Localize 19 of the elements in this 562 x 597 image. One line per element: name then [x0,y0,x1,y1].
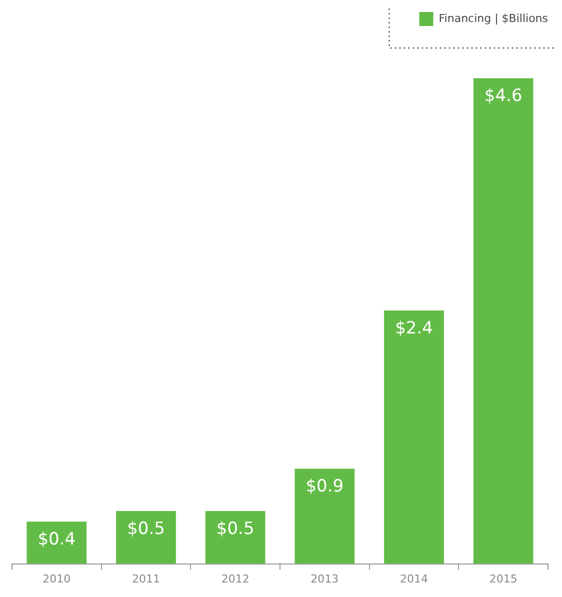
x-tick-label: 2011 [132,572,160,586]
data-label: $0.9 [306,476,344,497]
data-label: $2.4 [395,318,433,338]
x-tick-label: 2015 [489,572,518,586]
bar [205,511,266,564]
bar [26,522,87,564]
x-tick-label: 2012 [221,572,250,586]
x-tick-label: 2013 [310,572,339,586]
data-label: $0.5 [127,518,165,539]
bar [294,468,355,564]
x-tick-label: 2010 [42,572,71,586]
bar [473,78,534,564]
legend-label: Financing | $Billions [438,12,548,25]
data-label: $0.4 [38,530,76,550]
bar [116,511,176,564]
data-label: $4.6 [484,86,522,106]
data-label: $0.5 [216,518,254,539]
bar [384,310,444,564]
x-tick-label: 2014 [400,572,428,586]
